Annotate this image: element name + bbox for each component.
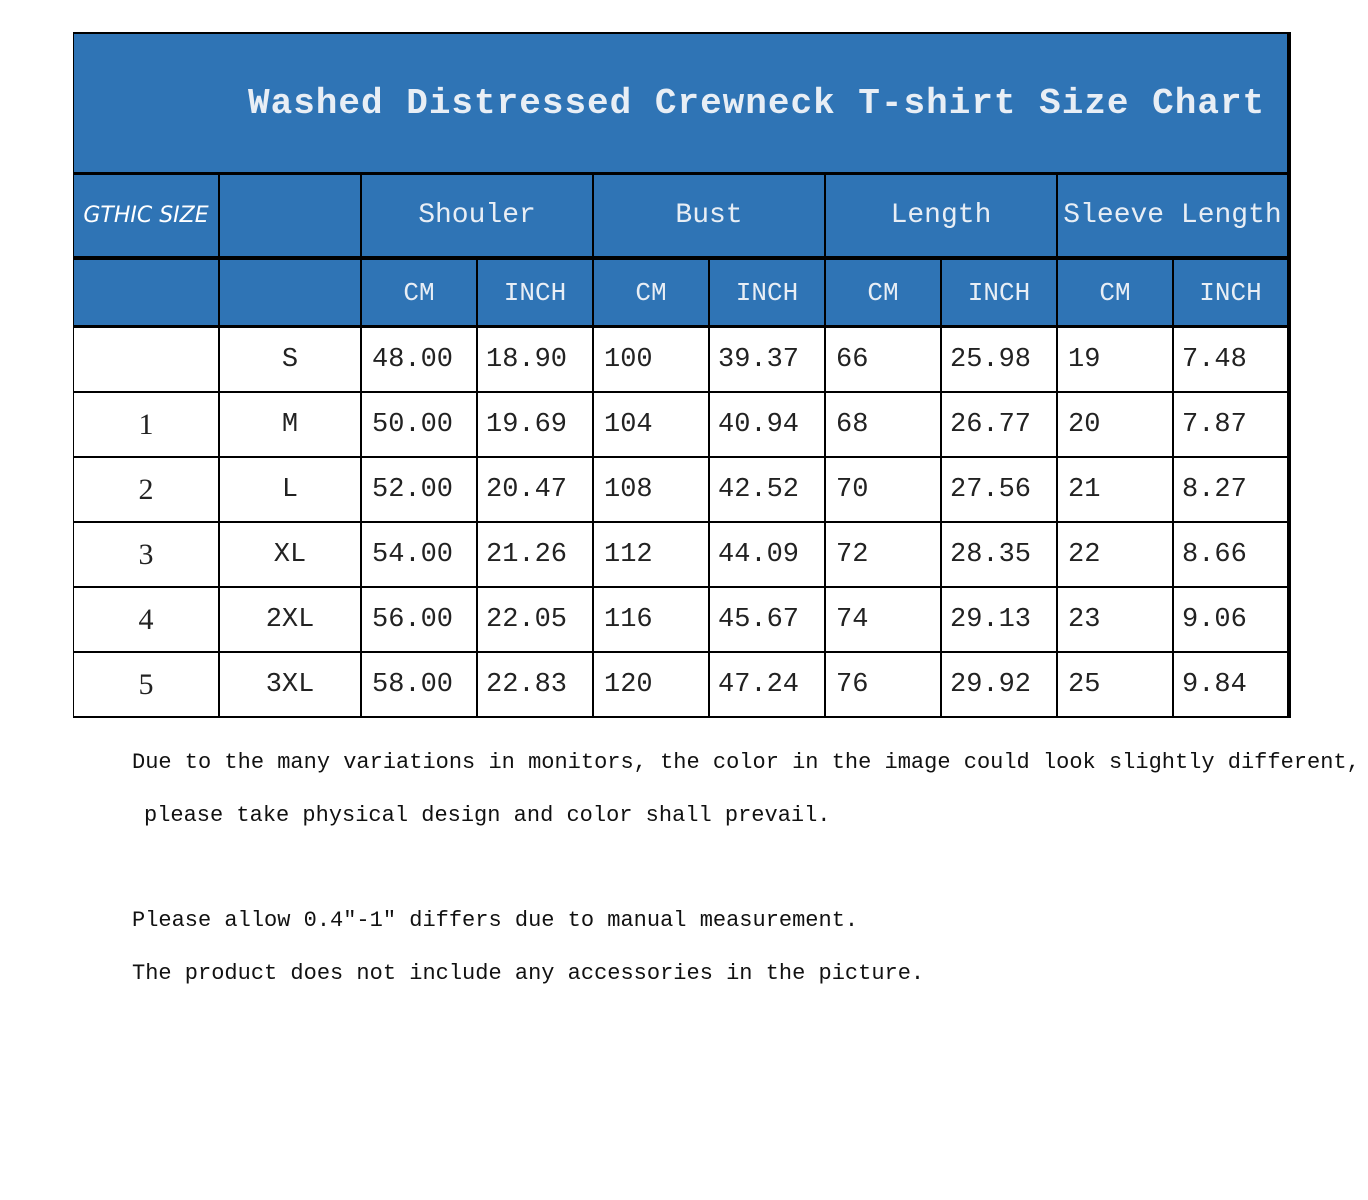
group-header: Shouler [362, 175, 592, 256]
cell-value: 26.77 [942, 393, 1056, 456]
row-index [74, 328, 218, 391]
row-size: 3XL [220, 653, 360, 716]
row-size: S [220, 328, 360, 391]
row-index: 2 [74, 458, 218, 521]
cell-value: 21 [1058, 458, 1172, 521]
cell-value: 54.00 [362, 523, 476, 586]
cell-value: 18.90 [478, 328, 592, 391]
cell-value: 9.84 [1174, 653, 1287, 716]
unit-header: INCH [1174, 260, 1287, 325]
unit-header: INCH [942, 260, 1056, 325]
cell-value: 23 [1058, 588, 1172, 651]
group-header: Bust [594, 175, 824, 256]
row-size: M [220, 393, 360, 456]
cell-value: 100 [594, 328, 708, 391]
row-size: L [220, 458, 360, 521]
cell-value: 19.69 [478, 393, 592, 456]
cell-value: 68 [826, 393, 940, 456]
cell-value: 9.06 [1174, 588, 1287, 651]
cell-value: 21.26 [478, 523, 592, 586]
row-index: 5 [74, 653, 218, 716]
cell-value: 28.35 [942, 523, 1056, 586]
header-blank [220, 175, 360, 256]
cell-value: 45.67 [710, 588, 824, 651]
cell-value: 7.48 [1174, 328, 1287, 391]
cell-value: 22.05 [478, 588, 592, 651]
cell-value: 29.92 [942, 653, 1056, 716]
note: Due to the many variations in monitors, … [132, 750, 1360, 775]
cell-value: 42.52 [710, 458, 824, 521]
cell-value: 47.24 [710, 653, 824, 716]
cell-value: 19 [1058, 328, 1172, 391]
row-size: XL [220, 523, 360, 586]
cell-value: 72 [826, 523, 940, 586]
title: Washed Distressed Crewneck T-shirt Size … [74, 34, 1287, 172]
cell-value: 29.13 [942, 588, 1056, 651]
row-index: 3 [74, 523, 218, 586]
cell-value: 8.27 [1174, 458, 1287, 521]
unit-header: CM [594, 260, 708, 325]
cell-value: 56.00 [362, 588, 476, 651]
unit-blank [74, 260, 218, 325]
cell-value: 104 [594, 393, 708, 456]
cell-value: 108 [594, 458, 708, 521]
group-header: Sleeve Length [1058, 175, 1287, 256]
note: Please allow 0.4"-1" differs due to manu… [132, 908, 859, 933]
cell-value: 50.00 [362, 393, 476, 456]
cell-value: 40.94 [710, 393, 824, 456]
cell-value: 22 [1058, 523, 1172, 586]
cell-value: 25.98 [942, 328, 1056, 391]
row-size: 2XL [220, 588, 360, 651]
cell-value: 70 [826, 458, 940, 521]
cell-value: 120 [594, 653, 708, 716]
size-header: GTHIC SIZE [74, 175, 218, 256]
unit-blank [220, 260, 360, 325]
cell-value: 66 [826, 328, 940, 391]
cell-value: 52.00 [362, 458, 476, 521]
cell-value: 74 [826, 588, 940, 651]
unit-header: INCH [710, 260, 824, 325]
cell-value: 7.87 [1174, 393, 1287, 456]
row-index: 1 [74, 393, 218, 456]
cell-value: 25 [1058, 653, 1172, 716]
cell-value: 8.66 [1174, 523, 1287, 586]
unit-header: CM [362, 260, 476, 325]
note: The product does not include any accesso… [132, 961, 925, 986]
row-index: 4 [74, 588, 218, 651]
cell-value: 112 [594, 523, 708, 586]
unit-header: INCH [478, 260, 592, 325]
size-chart: Washed Distressed Crewneck T-shirt Size … [73, 32, 1291, 718]
unit-header: CM [1058, 260, 1172, 325]
cell-value: 39.37 [710, 328, 824, 391]
unit-header: CM [826, 260, 940, 325]
cell-value: 20 [1058, 393, 1172, 456]
cell-value: 48.00 [362, 328, 476, 391]
note: please take physical design and color sh… [144, 803, 831, 828]
cell-value: 44.09 [710, 523, 824, 586]
cell-value: 22.83 [478, 653, 592, 716]
cell-value: 27.56 [942, 458, 1056, 521]
group-header: Length [826, 175, 1056, 256]
cell-value: 76 [826, 653, 940, 716]
cell-value: 20.47 [478, 458, 592, 521]
cell-value: 58.00 [362, 653, 476, 716]
cell-value: 116 [594, 588, 708, 651]
